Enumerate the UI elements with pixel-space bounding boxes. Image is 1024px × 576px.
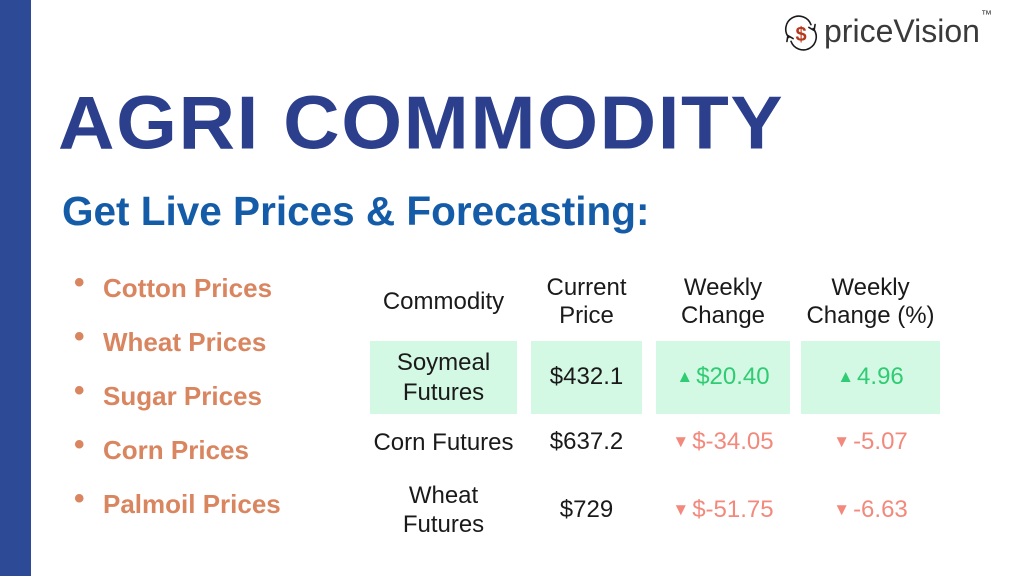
svg-text:$: $ xyxy=(795,24,806,46)
